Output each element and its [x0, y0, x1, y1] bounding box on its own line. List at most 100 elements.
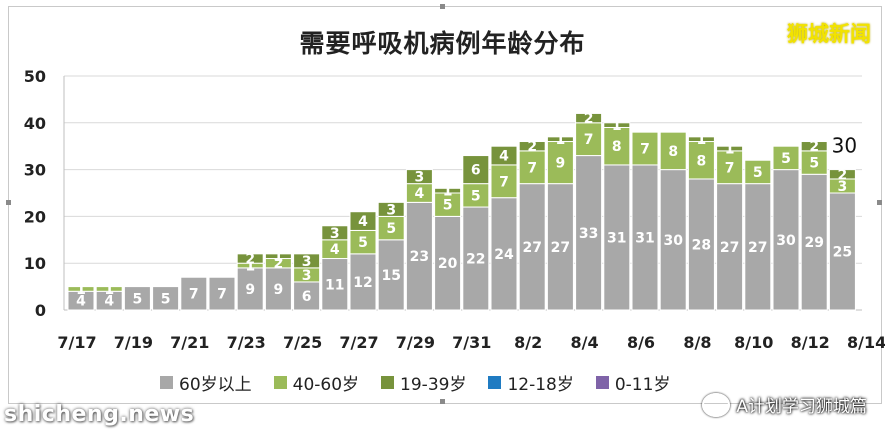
- data-label: 33: [579, 226, 598, 242]
- bar-segment: [631, 131, 659, 166]
- data-label: 6: [302, 289, 312, 305]
- x-tick-label: 8/10: [734, 333, 773, 352]
- bar-segment: [236, 267, 264, 311]
- bar-segment: [518, 150, 546, 185]
- data-label: 15: [381, 268, 400, 284]
- legend-label: 12-18岁: [507, 374, 574, 395]
- x-tick-label: 8/14: [847, 333, 885, 352]
- bar-segment: [293, 281, 321, 311]
- data-label: 2: [274, 256, 284, 272]
- data-label: 8: [612, 139, 622, 155]
- bar-segment: [716, 183, 744, 311]
- data-label: 30: [663, 233, 683, 249]
- data-label: 1: [725, 142, 735, 158]
- data-label: 30: [776, 233, 796, 249]
- data-label: 1: [274, 249, 284, 265]
- data-label: 9: [556, 156, 566, 172]
- resize-handle-bottom[interactable]: [440, 399, 445, 404]
- data-label: 1: [104, 282, 114, 298]
- x-tick-label: 7/25: [283, 333, 322, 352]
- data-label: 3: [386, 202, 396, 218]
- bar-segment: [405, 169, 433, 185]
- chart-title: 需要呼吸机病例年龄分布: [299, 29, 586, 58]
- bar-segment: [349, 211, 377, 231]
- data-label: 1: [245, 259, 255, 275]
- bar-segment: [800, 141, 828, 152]
- x-tick-label: 8/12: [791, 333, 830, 352]
- data-label: 6: [471, 163, 481, 179]
- data-label: 2: [838, 167, 848, 183]
- legend-label: 40-60岁: [292, 374, 360, 395]
- bar-segment: [575, 112, 603, 124]
- bar-segment: [434, 187, 462, 194]
- data-label: 3: [302, 254, 312, 270]
- data-label: 3: [415, 170, 425, 186]
- bar-segment: [405, 201, 433, 311]
- bar-segment: [546, 136, 574, 143]
- data-label: 2: [527, 139, 537, 155]
- bar-segment: [546, 183, 574, 311]
- bar-segment: [264, 253, 292, 260]
- data-label: 27: [748, 240, 767, 256]
- bar-segment: [518, 183, 546, 311]
- x-tick-label: 7/29: [396, 333, 435, 352]
- bar-segment: [293, 253, 321, 269]
- data-label: 23: [410, 249, 429, 265]
- bar-segment: [490, 197, 518, 311]
- data-label: 9: [245, 282, 255, 298]
- data-label: 2: [584, 111, 594, 127]
- y-tick-label: 40: [24, 114, 46, 133]
- data-label: 3: [302, 268, 312, 284]
- data-label: 5: [358, 235, 368, 251]
- data-label: 3: [330, 226, 340, 242]
- data-label: 5: [133, 291, 143, 307]
- data-label: 5: [753, 165, 763, 181]
- data-label: 5: [781, 151, 791, 167]
- resize-handle-top[interactable]: [440, 4, 445, 9]
- x-tick-label: 8/2: [514, 333, 542, 352]
- data-label: 20: [438, 256, 458, 272]
- y-tick-label: 0: [35, 301, 46, 320]
- data-label: 7: [527, 160, 537, 176]
- data-label: 24: [494, 247, 514, 263]
- bar-segment: [603, 164, 631, 311]
- legend-item: 60岁以上: [160, 370, 252, 395]
- bar-segment: [377, 201, 405, 217]
- watermark: shicheng.news: [4, 402, 195, 427]
- data-label: 1: [76, 282, 86, 298]
- data-label: 11: [325, 277, 344, 293]
- legend-label: 0-11岁: [614, 374, 671, 395]
- x-tick-label: 8/4: [571, 333, 599, 352]
- legend-swatch: [160, 375, 173, 389]
- x-tick-label: 7/27: [339, 333, 378, 352]
- x-tick-label: 7/23: [227, 333, 266, 352]
- bar-segment: [67, 286, 95, 292]
- legend-item: 0-11岁: [595, 370, 671, 395]
- y-tick-label: 30: [24, 161, 46, 180]
- bar-segment: [687, 141, 715, 180]
- total-annotation: 30: [832, 134, 857, 158]
- bar-segment: [264, 267, 292, 311]
- data-label: 5: [471, 188, 481, 204]
- y-tick-label: 20: [24, 207, 46, 226]
- legend-swatch: [488, 375, 502, 389]
- y-tick-label: 50: [24, 67, 46, 86]
- legend-swatch: [381, 375, 395, 389]
- legend-item: 19-39岁: [381, 370, 466, 395]
- data-label: 31: [635, 231, 654, 247]
- bar-segment: [744, 183, 772, 311]
- resize-handle-right[interactable]: [877, 200, 882, 205]
- bar-segment: [687, 136, 715, 143]
- resize-handle-left[interactable]: [6, 200, 11, 205]
- data-label: 4: [499, 149, 509, 165]
- data-label: 1: [697, 132, 707, 148]
- x-tick-label: 7/21: [170, 333, 209, 352]
- bar-segment: [659, 131, 687, 171]
- bar-segment: [828, 192, 856, 311]
- wechat-account: A计划学习狮城篇: [702, 392, 867, 417]
- data-label: 4: [415, 186, 425, 202]
- bar-segment: [236, 253, 264, 264]
- data-label: 7: [584, 132, 594, 148]
- data-label: 8: [668, 144, 678, 160]
